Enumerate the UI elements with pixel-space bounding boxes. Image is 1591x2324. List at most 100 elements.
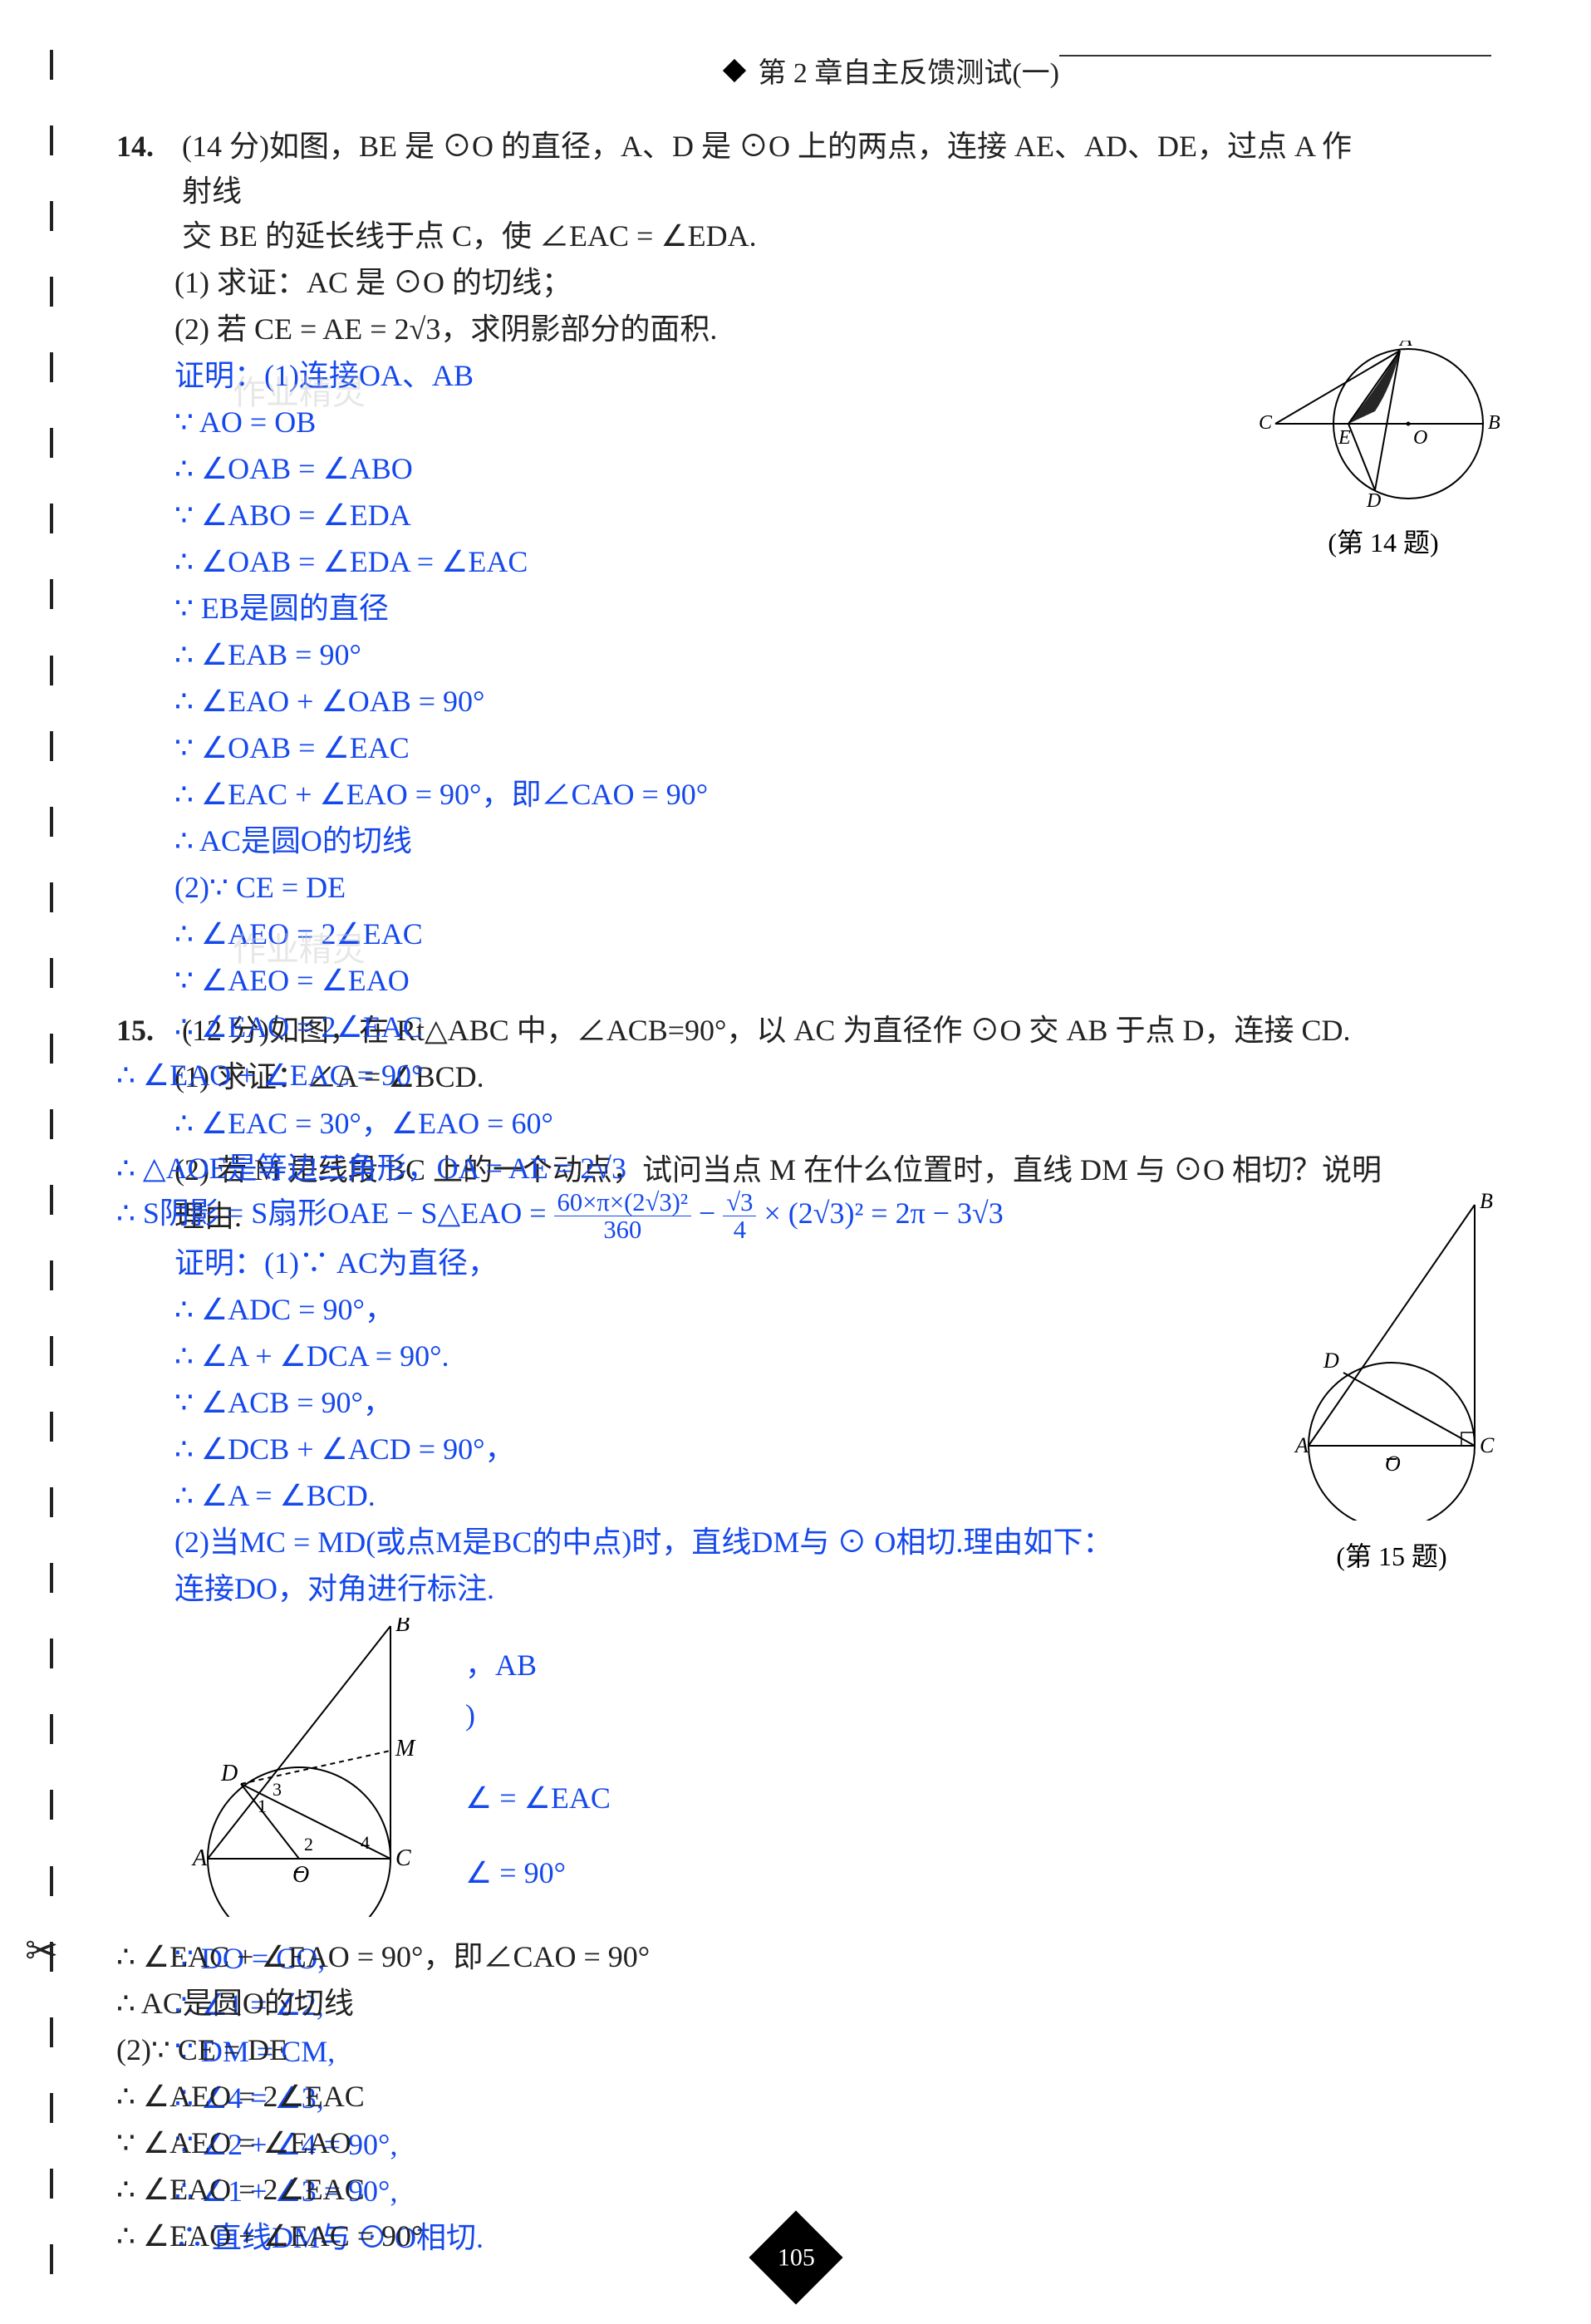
svg-text:2: 2: [304, 1834, 313, 1855]
svg-text:B: B: [1488, 412, 1500, 434]
q15-overlay-row1: 15. (12 分)如图，在 Rt△ABC 中，∠ACB=90°，以 AC 为直…: [116, 1008, 1525, 1053]
margin-tick: [50, 656, 60, 685]
margin-tick: [50, 2169, 60, 2199]
q14-points: (14 分): [182, 130, 269, 163]
tail-black: (2)∵ CE = DE: [116, 2027, 1525, 2072]
svg-text:O: O: [292, 1862, 309, 1888]
margin-tick: [50, 1109, 60, 1139]
page-number: 105: [777, 2243, 814, 2272]
margin-tick: [50, 2093, 60, 2123]
margin-tick: [50, 958, 60, 988]
svg-text:M: M: [395, 1736, 416, 1761]
embedded-figure-svg: A B C D M O 1 2 3 4: [174, 1618, 457, 1917]
q14-proof-line: ∴ ∠EAB = 90°: [116, 632, 1525, 677]
frac-den: 360: [554, 1216, 691, 1243]
margin-tick: [50, 1260, 60, 1290]
tail-black: ∴ AC是圆O的切线: [116, 1981, 1525, 2026]
svg-text:O: O: [1413, 427, 1427, 449]
q15-part1-row: (1) 求证：∠A = ∠BCD. ∴ ∠EAO + ∠EAC = 90°: [116, 1054, 1525, 1099]
question-14: 14. (14 分)如图，BE 是 ⊙O 的直径，A、D 是 ⊙O 上的两点，连…: [116, 124, 1525, 1003]
margin-tick: [50, 352, 60, 382]
diamond-icon: [723, 59, 746, 82]
margin-tick: [50, 504, 60, 533]
page-footer: 105: [763, 2224, 829, 2291]
margin-tick: [50, 1866, 60, 1896]
q14-proof-line: ∵ EB是圆的直径: [116, 586, 1525, 631]
margin-tick: [50, 579, 60, 609]
q14-stem-a: 如图，BE 是 ⊙O 的直径，A、D 是 ⊙O 上的两点，连接 AE、AD、DE…: [182, 130, 1352, 208]
svg-text:C: C: [1480, 1433, 1495, 1457]
figure-14-svg: A B C D E O: [1250, 341, 1516, 507]
frac-num: 60×π×(2√3)²: [554, 1189, 691, 1216]
margin-tick: [50, 2244, 60, 2274]
header-rule: [1059, 55, 1491, 57]
svg-text:C: C: [395, 1845, 411, 1871]
tail-row: ∵ DM = CM, (2)∵ CE = DE: [116, 2029, 1525, 2074]
svg-text:A: A: [1294, 1433, 1309, 1457]
q14-number: 14.: [116, 124, 174, 169]
svg-text:A: A: [1398, 341, 1412, 351]
q14-proof-line: (2)∵ CE = DE: [116, 865, 1525, 910]
question-15: 15. (12 分)如图，在 Rt△ABC 中，∠ACB=90°，以 AC 为直…: [116, 1008, 1525, 2260]
q15-part2-row: (2) 若 M 是线段 BC 上的一个动点，试问当点 M 在什么位置时，直线 D…: [116, 1147, 1525, 1192]
overlay-blue: ∴ ∠EAC = 30°，∠EAO = 60°: [116, 1101, 1525, 1146]
svg-text:A: A: [191, 1845, 208, 1871]
area-mid: −: [699, 1196, 723, 1230]
q14-stem-b: 交 BE 的延长线于点 C，使 ∠EAC = ∠EDA.: [182, 219, 757, 253]
area-prefix: ∴ S阴影 = S扇形OAE − S△EAO =: [116, 1196, 554, 1230]
tail-row: ∴ ∠1 = ∠2, ∴ AC是圆O的切线: [116, 1983, 1525, 2027]
side-blue: ∠ = 90°: [465, 1850, 566, 1895]
q14-proof-line: ∴ AC是圆O的切线: [116, 818, 1525, 863]
side-blue: ，AB: [465, 1643, 537, 1688]
area-suffix: × (2√3)² = 2π − 3√3: [764, 1196, 1003, 1230]
margin-tick: [50, 201, 60, 231]
tail-row: ∴ ∠4 = ∠3, ∴ ∠AEO = 2∠EAC: [116, 2076, 1525, 2120]
frac-num: √3: [723, 1189, 756, 1216]
margin-tick: [50, 1185, 60, 1215]
page: ✂ 第 2 章自主反馈测试(一) 作业精灵 作业精灵 A B C D E O (…: [0, 0, 1591, 2324]
page-number-diamond: 105: [749, 2210, 842, 2304]
q14-body: (14 分)如图，BE 是 ⊙O 的直径，A、D 是 ⊙O 上的两点，连接 AE…: [182, 124, 1362, 258]
q14-proof-line: ∴ ∠EAO + ∠OAB = 90°: [116, 679, 1525, 724]
tail-black: ∵ ∠AEO = ∠EAO: [116, 2120, 1525, 2165]
fraction: √3 4: [723, 1189, 756, 1243]
figure-15: A B C D O (第 15 题): [1267, 1188, 1516, 1574]
margin-tick: [50, 50, 60, 80]
q14-proof-line: ∵ ∠OAB = ∠EAC: [116, 725, 1525, 770]
svg-text:B: B: [395, 1618, 410, 1637]
side-blue: ∠ = ∠EAC: [465, 1776, 611, 1820]
page-header: 第 2 章自主反馈测试(一): [116, 50, 1525, 91]
svg-text:4: 4: [361, 1832, 370, 1853]
tail-black: ∴ ∠EAC + ∠EAO = 90°，即∠CAO = 90°: [116, 1934, 1525, 1979]
tail-black: ∴ ∠EAO = 2∠EAC: [116, 2167, 1525, 2212]
margin-tick: [50, 1034, 60, 1064]
q14-part1: (1) 求证：AC 是 ⊙O 的切线；: [116, 260, 1525, 305]
margin-tick: [50, 1714, 60, 1744]
area-formula: ∴ S阴影 = S扇形OAE − S△EAO = 60×π×(2√3)² 360…: [116, 1189, 1525, 1243]
margin-tick: [50, 125, 60, 155]
figure-14: A B C D E O (第 14 题): [1250, 341, 1516, 560]
q14-proof-line: ∴ ∠EAC + ∠EAO = 90°，即∠CAO = 90°: [116, 772, 1525, 817]
scissors-icon: ✂: [25, 1928, 58, 1974]
svg-text:1: 1: [258, 1796, 267, 1816]
figure-15-caption: (第 15 题): [1267, 1535, 1516, 1574]
margin-tick: [50, 1336, 60, 1366]
tail-row: ∵ DO = CO, ∴ ∠EAC + ∠EAO = 90°，即∠CAO = 9…: [116, 1936, 1525, 1981]
margin-tick: [50, 1412, 60, 1442]
header-text: 第 2 章自主反馈测试(一): [758, 58, 1059, 89]
tail-black: ∴ ∠AEO = 2∠EAC: [116, 2074, 1525, 2119]
overlay-blue: ∴ ∠EAO = 2∠EAC: [116, 1005, 1525, 1049]
overlay-blue: ∴ ∠EAO + ∠EAC = 90°: [116, 1053, 1525, 1098]
figure-14-caption: (第 14 题): [1250, 522, 1516, 560]
embedded-figure: A B C D M O 1 2 3 4 ，AB ) ∠ = ∠EAC ∠ = 9…: [174, 1618, 1525, 1929]
frac-den: 4: [723, 1216, 756, 1243]
q14-proof-line: ∵ ∠AEO = ∠EAO: [116, 958, 1525, 1003]
overlay-blue: ∴ △AOE是等边三角形，OA = AE = 2√3: [116, 1146, 1525, 1191]
margin-tick: [50, 2017, 60, 2047]
margin-tick: [50, 1639, 60, 1668]
svg-text:3: 3: [273, 1779, 282, 1800]
tail-row: ∵ ∠2 + ∠4 = 90°, ∵ ∠AEO = ∠EAO: [116, 2122, 1525, 2167]
svg-text:E: E: [1338, 427, 1351, 449]
margin-tick: [50, 731, 60, 761]
side-blue: ): [465, 1693, 475, 1737]
